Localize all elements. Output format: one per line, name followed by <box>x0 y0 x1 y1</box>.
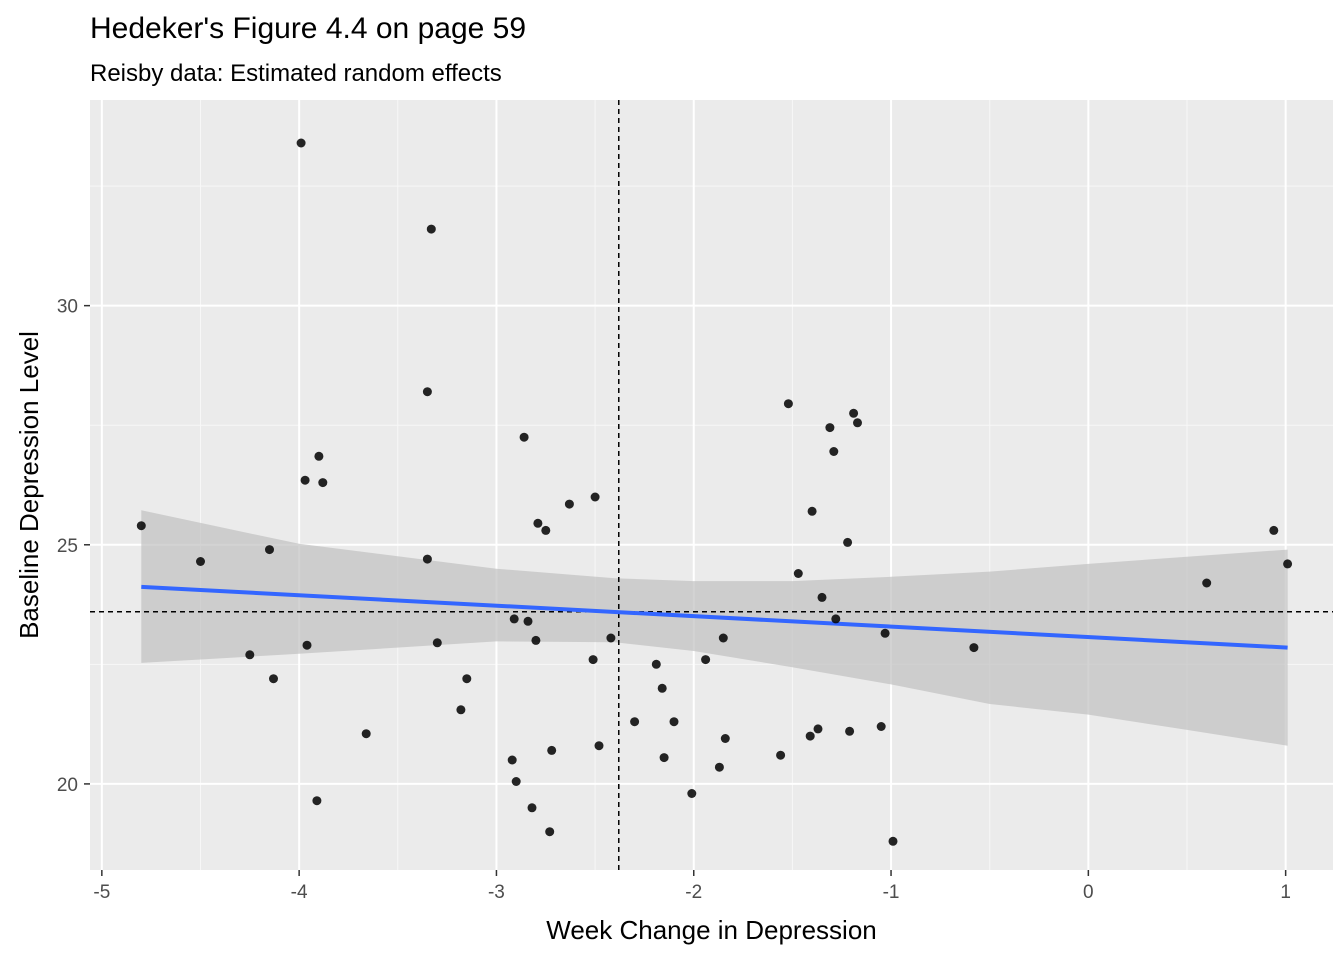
data-point <box>312 796 322 806</box>
data-point <box>432 638 442 648</box>
data-point <box>269 674 278 684</box>
data-point <box>783 399 793 409</box>
data-point <box>630 717 640 727</box>
data-point <box>793 569 803 578</box>
data-points <box>136 138 1293 846</box>
y-tick-label: 30 <box>57 297 78 318</box>
data-point <box>776 750 786 760</box>
x-axis-ticks: -5 -4 -3 -2 -1 0 1 <box>93 870 1291 903</box>
data-point <box>588 655 598 665</box>
data-point <box>136 521 146 531</box>
regression-line <box>141 584 1288 650</box>
data-point <box>462 674 472 684</box>
x-tick-label: 1 <box>1280 882 1291 903</box>
y-axis-ticks: 20 25 30 <box>57 297 90 796</box>
data-point <box>651 659 661 669</box>
data-point <box>361 729 371 739</box>
data-point <box>422 554 432 564</box>
data-point <box>541 525 551 535</box>
data-point <box>1202 578 1212 588</box>
data-point <box>318 478 328 488</box>
x-axis-label: Week Change in Depression <box>546 915 876 945</box>
data-point <box>302 640 312 650</box>
data-point <box>829 447 839 456</box>
data-point <box>718 633 728 643</box>
data-point <box>511 777 521 786</box>
data-point <box>422 387 432 397</box>
x-tick-label: 0 <box>1083 882 1094 903</box>
data-point <box>659 753 669 763</box>
data-point <box>545 827 555 837</box>
data-point <box>1283 559 1293 569</box>
data-point <box>831 614 841 624</box>
data-point <box>1269 525 1279 535</box>
data-point <box>196 557 205 566</box>
data-point <box>606 633 616 643</box>
data-point <box>531 635 541 645</box>
data-point <box>807 506 817 516</box>
x-tick-label: -1 <box>883 882 900 903</box>
chart-title: Hedeker's Figure 4.4 on page 59 <box>90 12 527 45</box>
data-point <box>849 408 859 418</box>
data-point <box>845 726 855 736</box>
data-point <box>876 722 886 731</box>
data-point <box>594 741 604 751</box>
data-point <box>456 705 466 715</box>
data-point <box>296 138 306 148</box>
chart-subtitle: Reisby data: Estimated random effects <box>90 60 502 87</box>
data-point <box>314 451 324 461</box>
data-point <box>519 432 529 442</box>
data-point <box>888 836 898 846</box>
x-tick-label: -5 <box>93 882 110 903</box>
data-point <box>300 475 310 485</box>
data-point <box>969 643 979 653</box>
confidence-band <box>141 510 1288 746</box>
data-point <box>817 592 827 602</box>
data-point <box>687 789 697 798</box>
x-tick-label: -2 <box>685 882 702 903</box>
data-point <box>523 616 533 626</box>
data-point <box>527 803 537 813</box>
x-tick-label: -3 <box>488 882 505 903</box>
data-point <box>805 731 815 741</box>
y-tick-label: 25 <box>57 536 78 557</box>
data-point <box>547 745 557 755</box>
data-point <box>669 717 679 727</box>
data-point <box>564 499 574 509</box>
data-point <box>533 518 543 528</box>
data-point <box>507 755 517 765</box>
data-point <box>590 492 600 502</box>
y-axis-label: Baseline Depression Level <box>14 331 44 639</box>
data-point <box>426 224 436 234</box>
data-point <box>853 418 862 428</box>
plot-panel <box>90 100 1333 870</box>
data-point <box>657 683 667 693</box>
data-point <box>880 628 890 638</box>
y-tick-label: 20 <box>57 775 78 796</box>
x-tick-label: -4 <box>291 882 308 903</box>
data-point <box>265 545 274 555</box>
data-point <box>509 614 519 624</box>
data-point <box>825 423 835 433</box>
data-point <box>701 655 711 665</box>
data-point <box>720 734 730 743</box>
data-point <box>245 650 255 660</box>
data-point <box>843 537 853 547</box>
data-point <box>813 724 823 734</box>
data-point <box>714 762 724 772</box>
